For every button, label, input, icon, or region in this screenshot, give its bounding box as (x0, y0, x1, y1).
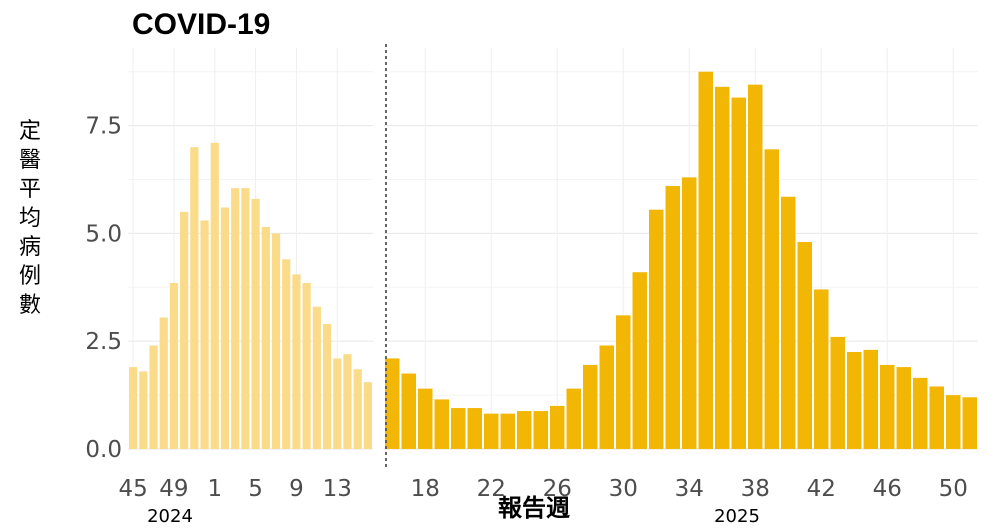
bar-1-20 (451, 408, 466, 449)
x-tick-7: 22 (477, 476, 506, 502)
y-tick-3: 7.5 (85, 114, 122, 140)
bar-0-9 (292, 274, 301, 449)
bar-1-37 (731, 97, 746, 449)
bar-0-14 (343, 354, 352, 449)
bar-1-22 (484, 413, 499, 449)
x-tick-13: 46 (873, 476, 902, 502)
x-tick-11: 38 (741, 476, 770, 502)
x-tick-10: 34 (675, 476, 704, 502)
bar-0-47 (149, 345, 158, 449)
x-tick-8: 26 (543, 476, 572, 502)
bar-1-30 (616, 315, 631, 449)
x-tick-2: 1 (207, 476, 222, 502)
bar-1-28 (583, 364, 598, 449)
bar-0-5 (251, 198, 260, 449)
bar-0-13 (333, 358, 342, 449)
bar-1-35 (698, 71, 713, 449)
bar-0-2 (220, 207, 230, 449)
bar-1-40 (781, 196, 796, 449)
bar-0-1 (210, 142, 219, 449)
bar-1-29 (599, 345, 614, 449)
x-tick-4: 9 (289, 476, 304, 502)
bar-1-25 (533, 411, 548, 449)
bar-0-7 (271, 233, 281, 449)
bar-0-52 (200, 220, 209, 449)
bar-1-32 (649, 209, 664, 449)
bar-1-48 (913, 377, 928, 449)
x-tick-9: 30 (609, 476, 638, 502)
bar-0-11 (312, 306, 321, 449)
bar-0-45 (129, 367, 138, 449)
x-axis-label: 報告週 (498, 494, 570, 522)
bar-1-42 (814, 289, 829, 449)
bar-1-43 (830, 336, 845, 449)
chart-title: COVID-19 (132, 8, 270, 41)
bar-0-4 (241, 188, 250, 450)
bar-1-23 (500, 413, 515, 449)
bar-1-46 (880, 364, 895, 449)
bar-0-10 (302, 282, 311, 449)
bar-1-21 (467, 408, 482, 449)
bar-0-51 (190, 147, 199, 449)
y-tick-2: 5.0 (85, 221, 122, 247)
bar-1-49 (929, 386, 944, 449)
bar-1-33 (665, 185, 680, 449)
bar-0-15 (353, 369, 362, 449)
bar-1-41 (797, 242, 812, 449)
bar-1-34 (682, 177, 697, 449)
bar-0-46 (139, 371, 148, 449)
bar-0-8 (282, 259, 291, 449)
axes: 0.0 2.5 5.0 7.5 45 49 1 5 9 13 18 22 26 30 34 38 42 46 50 2… (85, 44, 968, 527)
x-tick-12: 42 (807, 476, 836, 502)
bar-0-50 (180, 211, 189, 449)
bar-1-39 (764, 149, 779, 450)
bar-1-18 (418, 388, 433, 449)
bar-1-16 (385, 358, 400, 449)
bar-0-48 (159, 317, 168, 449)
y-axis-label: 定醫平均病例數 (19, 119, 41, 318)
bar-0-49 (169, 282, 179, 449)
bar-1-47 (896, 367, 911, 449)
bar-1-45 (863, 349, 878, 449)
bar-0-6 (261, 226, 270, 449)
bar-1-24 (517, 411, 532, 449)
grid (128, 48, 978, 450)
bar-1-44 (847, 351, 862, 449)
year-label-2025: 2025 (714, 506, 760, 527)
bar-1-undefined (962, 397, 977, 449)
bar-1-19 (434, 399, 449, 449)
bar-0-12 (322, 323, 332, 449)
bar-1-26 (550, 405, 565, 449)
bar-1-36 (715, 86, 730, 449)
x-tick-5: 13 (323, 476, 352, 502)
x-tick-1: 49 (159, 476, 188, 502)
x-tick-6: 18 (411, 476, 440, 502)
bar-0-16 (363, 382, 372, 449)
bar-0-3 (231, 188, 240, 450)
y-tick-0: 0.0 (85, 437, 122, 463)
x-tick-3: 5 (248, 476, 263, 502)
bar-1-38 (748, 84, 763, 449)
bars (129, 71, 977, 450)
y-tick-1: 2.5 (85, 329, 122, 355)
bar-1-27 (566, 388, 581, 449)
x-tick-14: 50 (939, 476, 968, 502)
bar-1-17 (401, 373, 416, 449)
bar-1-50 (946, 395, 961, 449)
x-tick-0: 45 (118, 476, 147, 502)
bar-1-31 (632, 272, 647, 449)
year-label-2024: 2024 (147, 506, 193, 527)
